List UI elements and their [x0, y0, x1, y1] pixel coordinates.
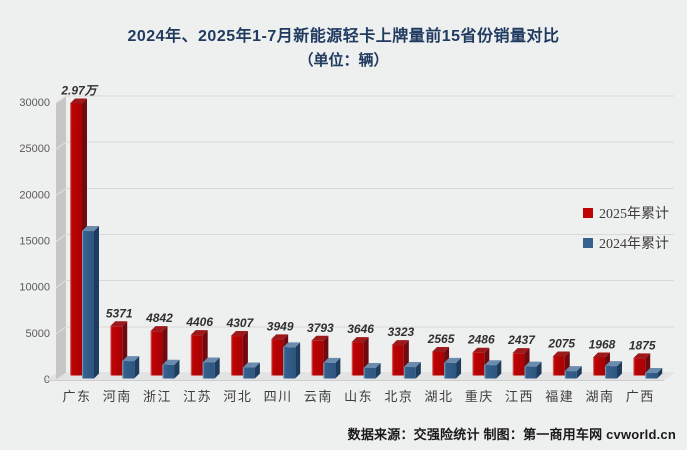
wall-notch — [55, 187, 67, 196]
legend-label-2025: 2025年累计 — [599, 207, 669, 222]
x-axis-label-5: 四川 — [264, 389, 293, 404]
data-label-14: 1875 — [629, 338, 656, 352]
x-axis-label-9: 湖北 — [425, 389, 454, 404]
y-tick-label: 25000 — [19, 143, 50, 155]
x-axis-label-1: 河南 — [103, 389, 132, 404]
bar-2024-11 — [524, 361, 542, 379]
data-label-13: 1968 — [589, 337, 616, 351]
bar-2024-3 — [202, 357, 220, 379]
data-label-9: 2565 — [427, 332, 455, 346]
x-axis-label-4: 河北 — [223, 389, 252, 404]
legend-swatch-2025 — [583, 208, 593, 218]
chart-title: 2024年、2025年1-7月新能源轻卡上牌量前15省份销量对比 — [127, 28, 560, 45]
y-tick-label: 15000 — [19, 236, 50, 248]
x-axis-label-0: 广东 — [62, 389, 91, 404]
bar-2024-6 — [323, 357, 341, 379]
bar-2024-13 — [604, 361, 622, 379]
data-source-credit: 数据来源：交强险统计 制图：第一商用车网 cvworld.cn — [347, 427, 676, 442]
bar-2024-14 — [645, 368, 663, 379]
chart-legend: 2025年累计 2024年累计 — [583, 205, 669, 265]
legend-swatch-2024 — [583, 238, 593, 248]
x-axis-label-10: 重庆 — [465, 389, 494, 404]
data-label-3: 4406 — [185, 315, 213, 329]
data-label-5: 3949 — [267, 319, 294, 333]
data-label-7: 3646 — [347, 322, 374, 336]
y-tick-label: 30000 — [19, 97, 50, 109]
bar-2024-5 — [283, 342, 301, 379]
x-axis-label-11: 江西 — [505, 389, 534, 404]
legend-item-2025: 2025年累计 — [583, 205, 669, 222]
x-axis-label-8: 北京 — [384, 389, 413, 404]
data-label-10: 2486 — [467, 333, 495, 347]
wall-notch — [55, 326, 67, 335]
x-axis-label-3: 江苏 — [183, 389, 212, 404]
bar-2024-12 — [564, 366, 582, 379]
y-tick-label: 20000 — [19, 189, 50, 201]
wall-notch — [55, 372, 67, 381]
x-axis-label-13: 湖南 — [585, 389, 614, 404]
wall-notch — [55, 95, 67, 104]
y-tick-label: 10000 — [19, 282, 50, 294]
x-axis-label-14: 广西 — [626, 389, 655, 404]
x-axis-label-6: 云南 — [304, 389, 333, 404]
legend-label-2024: 2024年累计 — [599, 237, 669, 252]
data-label-12: 2075 — [547, 336, 575, 350]
y-tick-label: 5000 — [26, 328, 50, 340]
bar-2025-14 — [633, 353, 651, 376]
data-label-1: 5371 — [106, 306, 133, 320]
x-axis-label-7: 山东 — [344, 389, 373, 404]
data-label-0: 2.97万 — [60, 84, 98, 98]
data-label-4: 4307 — [226, 316, 255, 330]
wall-notch — [55, 141, 67, 150]
bar-2024-9 — [444, 357, 462, 379]
bar-2024-10 — [484, 360, 502, 379]
x-axis-label-2: 浙江 — [143, 389, 172, 404]
bar-2024-2 — [162, 359, 180, 379]
wall-notch — [55, 280, 67, 289]
bar-2024-0 — [82, 226, 99, 379]
data-label-11: 2437 — [507, 333, 536, 347]
chart-title-block: 2024年、2025年1-7月新能源轻卡上牌量前15省份销量对比 （单位：辆） — [0, 26, 687, 71]
data-label-6: 3793 — [307, 321, 334, 335]
x-axis-label-12: 福建 — [545, 389, 574, 404]
legend-item-2024: 2024年累计 — [583, 235, 669, 252]
chart-subtitle: （单位：辆） — [298, 52, 389, 70]
data-label-8: 3323 — [387, 325, 414, 339]
bar-2024-1 — [122, 356, 140, 379]
bar-2024-8 — [403, 362, 421, 379]
bar-2024-7 — [363, 362, 381, 379]
data-label-2: 4842 — [145, 311, 173, 325]
bar-2024-4 — [242, 362, 260, 379]
wall-notch — [55, 234, 67, 242]
